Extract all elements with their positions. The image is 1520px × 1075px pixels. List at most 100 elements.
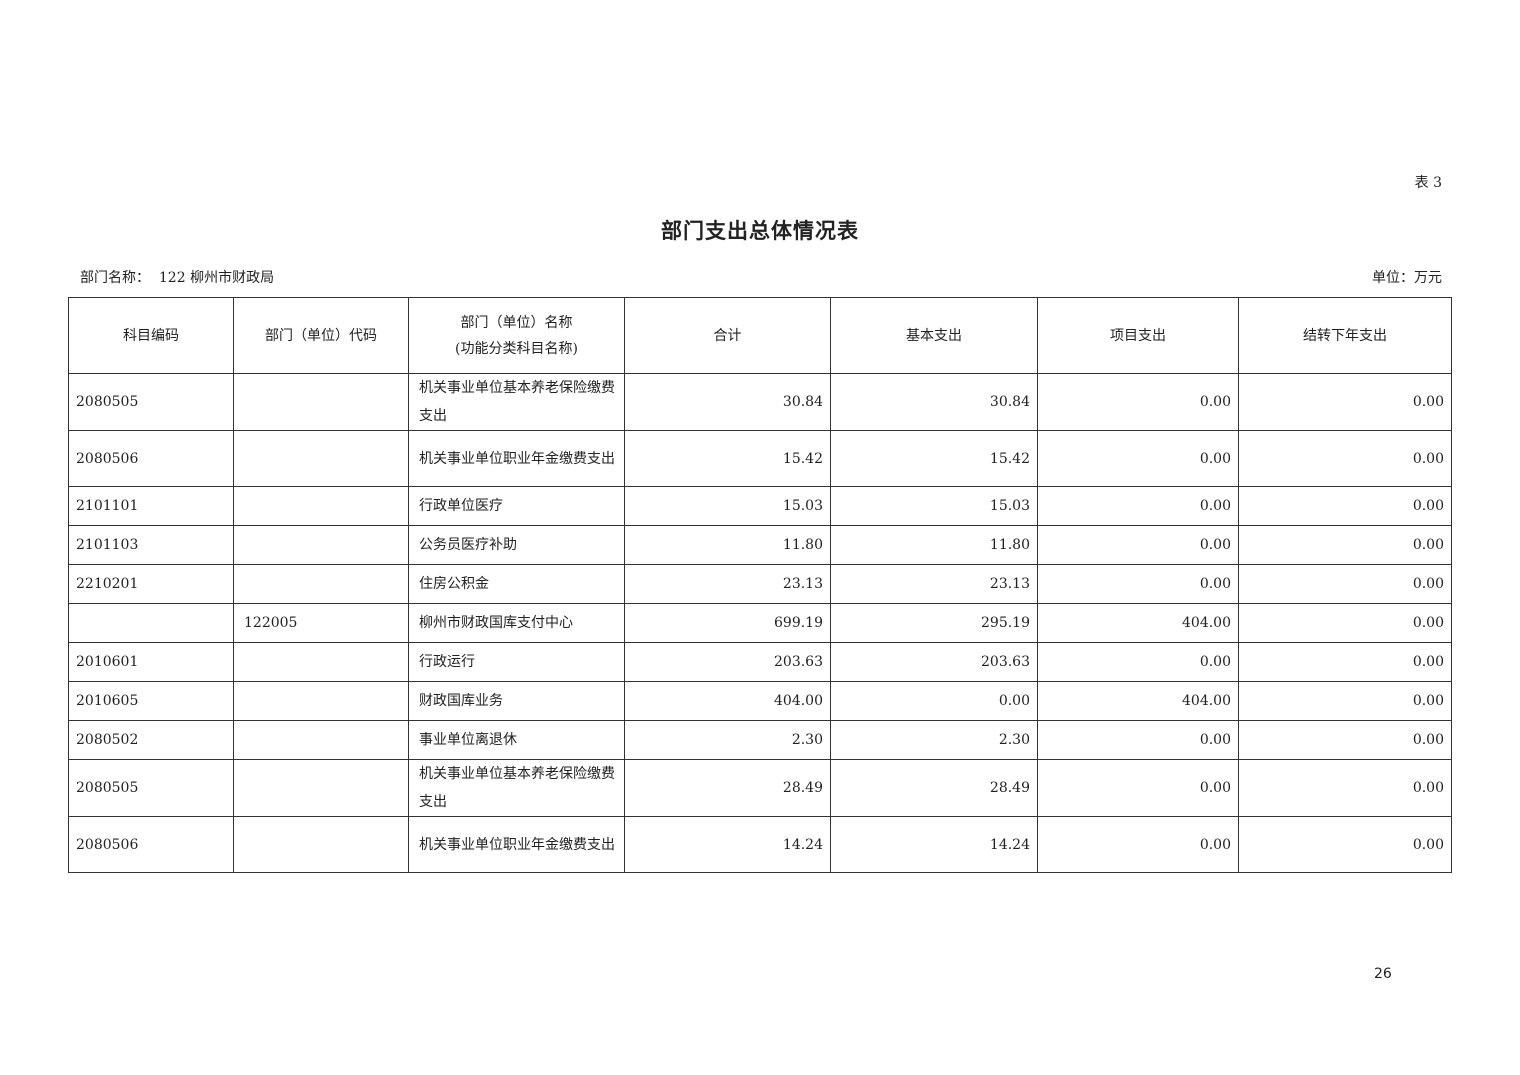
table-row: 122005 柳州市财政国库支付中心 699.19 295.19 404.00 0.00 [68,603,1452,643]
cell-project: 404.00 [1037,681,1239,721]
cell-carryover: 0.00 [1238,430,1452,487]
cell-dept-code [233,486,409,526]
table-row: 2080502 事业单位离退休 2.30 2.30 0.00 0.00 [68,720,1452,760]
cell-total: 15.42 [624,430,831,487]
cell-subject-code: 2080502 [68,720,234,760]
cell-basic: 14.24 [830,816,1038,873]
cell-dept-code [233,642,409,682]
cell-total: 28.49 [624,759,831,817]
cell-carryover: 0.00 [1238,525,1452,565]
cell-basic: 203.63 [830,642,1038,682]
cell-carryover: 0.00 [1238,642,1452,682]
table-row: 2101103 公务员医疗补助 11.80 11.80 0.00 0.00 [68,525,1452,565]
header-dept-name-line1: 部门（单位）名称 [460,314,573,331]
cell-project: 0.00 [1037,486,1239,526]
cell-basic: 15.03 [830,486,1038,526]
cell-name: 行政运行 [408,642,625,682]
cell-dept-code [233,564,409,604]
table-row: 2080506 机关事业单位职业年金缴费支出 14.24 14.24 0.00 0.00 [68,816,1452,873]
cell-dept-code: 122005 [233,603,409,643]
cell-project: 404.00 [1037,603,1239,643]
cell-subject-code: 2080506 [68,816,234,873]
cell-project: 0.00 [1037,373,1239,431]
cell-dept-code [233,430,409,487]
cell-total: 2.30 [624,720,831,760]
header-carryover: 结转下年支出 [1238,297,1452,374]
cell-subject-code: 2101101 [68,486,234,526]
cell-total: 203.63 [624,642,831,682]
page-number: 26 [1374,966,1392,982]
cell-subject-code: 2101103 [68,525,234,565]
cell-project: 0.00 [1037,816,1239,873]
cell-subject-code: 2080505 [68,759,234,817]
table-row: 2080505 机关事业单位基本养老保险缴费支出 28.49 28.49 0.00 0.0… [68,759,1452,817]
table-row: 2080505 机关事业单位基本养老保险缴费支出 30.84 30.84 0.00 0.0… [68,373,1452,431]
cell-carryover: 0.00 [1238,681,1452,721]
unit-label: 单位：万元 [1372,270,1442,286]
cell-total: 404.00 [624,681,831,721]
header-total: 合计 [624,297,831,374]
table-row: 2101101 行政单位医疗 15.03 15.03 0.00 0.00 [68,486,1452,526]
cell-name: 住房公积金 [408,564,625,604]
cell-carryover: 0.00 [1238,564,1452,604]
cell-total: 23.13 [624,564,831,604]
table-row: 2080506 机关事业单位职业年金缴费支出 15.42 15.42 0.00 0.00 [68,430,1452,487]
cell-basic: 2.30 [830,720,1038,760]
cell-project: 0.00 [1037,525,1239,565]
cell-basic: 28.49 [830,759,1038,817]
cell-name: 机关事业单位基本养老保险缴费支出 [408,759,625,817]
cell-subject-code [68,603,234,643]
cell-carryover: 0.00 [1238,373,1452,431]
cell-subject-code: 2080506 [68,430,234,487]
cell-subject-code: 2210201 [68,564,234,604]
cell-subject-code: 2080505 [68,373,234,431]
cell-basic: 15.42 [830,430,1038,487]
cell-name: 事业单位离退休 [408,720,625,760]
table-row: 2210201 住房公积金 23.13 23.13 0.00 0.00 [68,564,1452,604]
cell-subject-code: 2010605 [68,681,234,721]
department-name: 部门名称： 122 柳州市财政局 [80,270,275,286]
cell-carryover: 0.00 [1238,486,1452,526]
table-row: 2010605 财政国库业务 404.00 0.00 404.00 0.00 [68,681,1452,721]
header-project: 项目支出 [1037,297,1239,374]
cell-total: 699.19 [624,603,831,643]
cell-project: 0.00 [1037,759,1239,817]
header-dept-name: 部门（单位）名称 (功能分类科目名称) [408,297,625,374]
cell-project: 0.00 [1037,642,1239,682]
cell-basic: 0.00 [830,681,1038,721]
expenditure-table: 科目编码 部门（单位）代码 部门（单位）名称 (功能分类科目名称) 合计 基本支… [68,297,1452,873]
cell-carryover: 0.00 [1238,816,1452,873]
cell-project: 0.00 [1037,720,1239,760]
cell-project: 0.00 [1037,564,1239,604]
cell-carryover: 0.00 [1238,759,1452,817]
cell-total: 14.24 [624,816,831,873]
cell-dept-code [233,373,409,431]
cell-carryover: 0.00 [1238,603,1452,643]
header-dept-code: 部门（单位）代码 [233,297,409,374]
cell-basic: 295.19 [830,603,1038,643]
cell-name: 机关事业单位职业年金缴费支出 [408,816,625,873]
table-header-row: 科目编码 部门（单位）代码 部门（单位）名称 (功能分类科目名称) 合计 基本支… [68,297,1452,374]
header-basic: 基本支出 [830,297,1038,374]
cell-project: 0.00 [1037,430,1239,487]
cell-total: 30.84 [624,373,831,431]
cell-name: 机关事业单位职业年金缴费支出 [408,430,625,487]
page-title: 部门支出总体情况表 [661,218,859,243]
cell-dept-code [233,681,409,721]
header-subject-code: 科目编码 [68,297,234,374]
table-row: 2010601 行政运行 203.63 203.63 0.00 0.00 [68,642,1452,682]
cell-name: 机关事业单位基本养老保险缴费支出 [408,373,625,431]
cell-dept-code [233,525,409,565]
cell-name: 行政单位医疗 [408,486,625,526]
cell-basic: 23.13 [830,564,1038,604]
cell-dept-code [233,720,409,760]
table-label: 表 3 [1414,175,1442,191]
cell-total: 15.03 [624,486,831,526]
cell-name: 财政国库业务 [408,681,625,721]
cell-basic: 30.84 [830,373,1038,431]
cell-carryover: 0.00 [1238,720,1452,760]
cell-name: 公务员医疗补助 [408,525,625,565]
cell-dept-code [233,759,409,817]
cell-name: 柳州市财政国库支付中心 [408,603,625,643]
cell-total: 11.80 [624,525,831,565]
